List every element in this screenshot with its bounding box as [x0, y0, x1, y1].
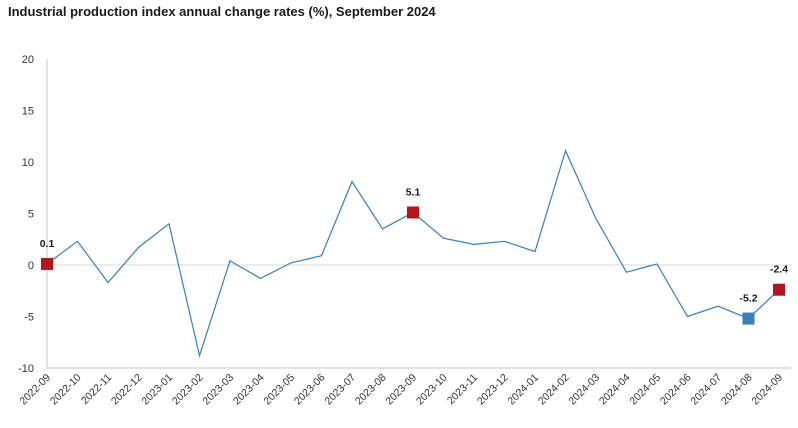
x-tick-label: 2023-01 — [139, 372, 175, 408]
x-tick-label: 2022-12 — [109, 372, 145, 408]
y-tick-label: 10 — [22, 157, 34, 169]
x-tick-label: 2023-05 — [261, 372, 297, 408]
data-label: 0.1 — [40, 238, 55, 250]
y-tick-label: -5 — [24, 312, 34, 324]
data-series — [46, 148, 780, 358]
highlight-marker — [742, 312, 755, 325]
chart-title: Industrial production index annual chang… — [8, 4, 436, 19]
data-label: -5.2 — [739, 293, 757, 305]
x-axis-ticks: 2022-092022-102022-112022-122023-012023-… — [17, 372, 785, 408]
x-tick-label: 2023-11 — [445, 372, 480, 407]
y-tick-label: 15 — [22, 106, 34, 118]
x-tick-label: 2024-05 — [627, 372, 663, 408]
x-tick-label: 2022-11 — [79, 372, 114, 407]
chart-axes — [46, 59, 791, 369]
highlight-marker — [773, 283, 785, 296]
highlight-marker — [41, 257, 53, 270]
x-tick-label: 2023-06 — [292, 372, 328, 408]
highlight-markers: 0.1 5.1 -5.2 -2.4 — [40, 186, 788, 325]
x-tick-label: 2023-02 — [170, 372, 206, 408]
y-tick-label: 20 — [22, 54, 34, 66]
y-tick-label: 5 — [28, 209, 34, 221]
x-tick-label: 2022-10 — [48, 372, 84, 408]
x-tick-label: 2023-07 — [322, 372, 358, 408]
y-tick-label: -10 — [18, 363, 34, 375]
x-tick-label: 2024-01 — [505, 372, 541, 408]
x-tick-label: 2024-07 — [688, 372, 724, 408]
x-tick-label: 2024-03 — [566, 372, 602, 408]
x-tick-label: 2024-08 — [719, 372, 755, 408]
y-axis-ticks: -10 -5 0 5 10 15 20 — [18, 54, 34, 375]
data-label: 5.1 — [406, 186, 421, 198]
x-tick-label: 2024-06 — [658, 372, 694, 408]
highlight-marker — [407, 206, 419, 219]
x-tick-label: 2024-04 — [597, 372, 633, 408]
y-tick-label: 0 — [28, 260, 34, 272]
x-tick-label: 2023-04 — [231, 372, 267, 408]
x-tick-label: 2024-02 — [536, 372, 572, 408]
x-tick-label: 2024-09 — [749, 372, 785, 408]
series-line — [46, 148, 780, 358]
x-tick-label: 2022-09 — [17, 372, 53, 408]
data-label: -2.4 — [770, 264, 788, 276]
x-tick-label: 2023-10 — [414, 372, 450, 408]
x-tick-label: 2023-03 — [200, 372, 236, 408]
x-tick-label: 2023-12 — [475, 372, 511, 408]
x-tick-label: 2023-09 — [383, 372, 419, 408]
x-tick-label: 2023-08 — [353, 372, 389, 408]
